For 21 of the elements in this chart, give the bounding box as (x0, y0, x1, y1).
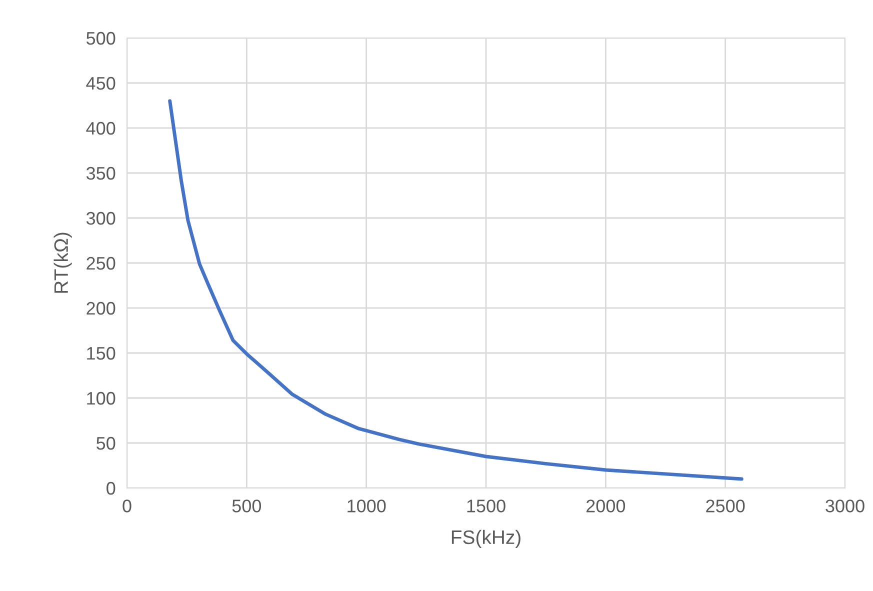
y-tick-label: 400 (86, 122, 116, 135)
x-axis-title: FS(kHz) (452, 530, 520, 548)
x-tick-label: 0 (122, 500, 132, 512)
y-tick-label: 450 (86, 76, 116, 90)
y-tick-label: 500 (86, 32, 116, 45)
x-tick-label: 1500 (467, 500, 506, 512)
x-tick-label: 1000 (348, 500, 386, 512)
line-series (168, 99, 744, 481)
x-tick-label: 3000 (826, 500, 864, 512)
y-tick-label: 150 (87, 346, 116, 360)
x-tick-label: 2500 (706, 500, 745, 512)
y-tick-label: 100 (87, 392, 116, 405)
y-tick-label: 0 (106, 482, 116, 495)
x-tick-label: 2000 (586, 500, 626, 512)
y-tick-label: 250 (86, 256, 116, 270)
x-tick-label: 500 (232, 500, 262, 512)
y-tick-label: 350 (86, 166, 116, 180)
y-tick-label: 300 (86, 212, 116, 225)
y-axis-title: RT(kΩ) (54, 232, 72, 293)
y-tick-label: 200 (86, 302, 116, 315)
y-tick-label: 50 (96, 436, 116, 450)
